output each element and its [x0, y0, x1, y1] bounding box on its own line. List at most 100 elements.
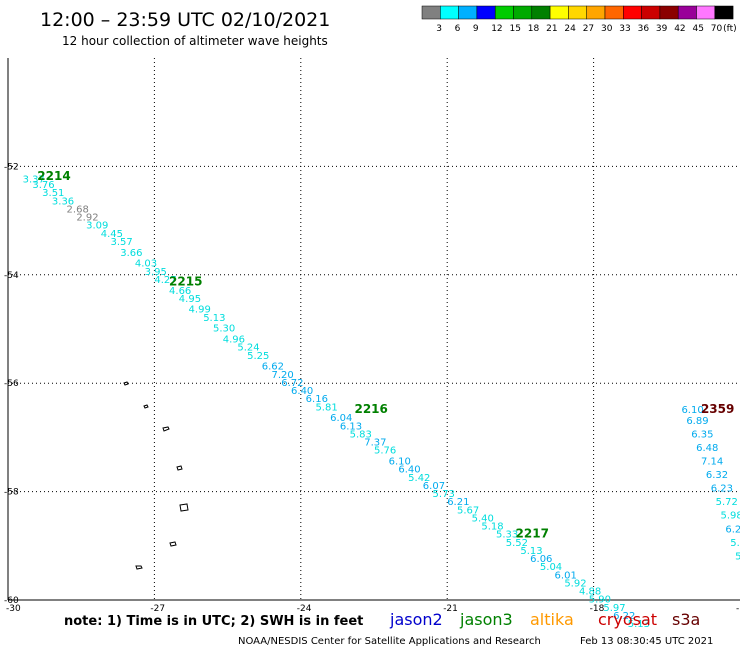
chart-title: 12:00 – 23:59 UTC 02/10/2021	[40, 9, 330, 31]
colorbar-label: 12	[491, 24, 502, 34]
colorbar-swatch	[568, 5, 587, 20]
colorbar-swatch	[458, 5, 478, 20]
satellite-jason3: jason3	[459, 610, 513, 629]
colorbar-swatch	[549, 5, 569, 20]
x-tick-label: -24	[297, 604, 312, 614]
swh-value: 4.95	[179, 294, 201, 305]
colorbar-label: 21	[546, 24, 557, 34]
swh-value: 5.90	[589, 595, 611, 606]
swh-value: 3.09	[86, 221, 108, 232]
plot-area	[7, 58, 740, 601]
footer-note: note: 1) Time is in UTC; 2) SWH is in fe…	[64, 614, 363, 629]
swh-value: 6.23	[725, 524, 740, 535]
colorbar-legend: 3 6 9 12 15 18 21 24 27 30 33 36 39 42 45 70 (ft)	[421, 5, 737, 34]
colorbar-swatch	[659, 5, 679, 20]
swh-value: 2.68	[67, 204, 89, 215]
y-tick-label: -60	[4, 596, 19, 606]
swh-value: 6.72	[281, 378, 303, 389]
swh-value: 4.99	[189, 305, 211, 316]
satellite-jason2: jason2	[389, 610, 443, 629]
colorbar-label: 42	[674, 24, 685, 34]
swh-value: 5.76	[374, 446, 396, 457]
pass-time-label: 2217	[516, 527, 549, 541]
colorbar-label: 24	[564, 24, 576, 34]
x-tick-label: -21	[443, 604, 458, 614]
colorbar-label: 3	[436, 24, 442, 34]
swh-value: 6.10	[389, 457, 411, 468]
header: 12:00 – 23:59 UTC 02/10/2021 12 hour col…	[40, 9, 330, 48]
swh-value: 6.04	[330, 413, 352, 424]
swh-value: 3.57	[110, 237, 132, 248]
swh-value: 6.10	[681, 405, 703, 416]
swh-value: 5.24	[237, 343, 259, 354]
colorbar-swatch	[586, 5, 606, 20]
swh-value: 6.23	[711, 484, 733, 495]
swh-value: 6.01	[555, 570, 577, 581]
swh-value: 6.21	[447, 497, 469, 508]
colorbar-swatch	[440, 5, 459, 20]
swh-value: 5.92	[564, 578, 586, 589]
swh-value: 6.35	[691, 429, 713, 440]
x-tick-label: -27	[150, 604, 165, 614]
colorbar-swatch	[476, 5, 496, 20]
satellite-cryosat: cryosat	[598, 610, 657, 629]
swh-value: 5.13	[520, 546, 542, 557]
swh-value: 6.89	[686, 416, 708, 427]
swh-value: 4.45	[101, 229, 123, 240]
colorbar-label: 33	[619, 24, 630, 34]
colorbar-label: 18	[528, 24, 540, 34]
swh-value: 5.67	[457, 505, 479, 516]
colorbar-label: 15	[510, 24, 521, 34]
swh-value: 5.13	[203, 313, 225, 324]
data-points: 3.373.763.513.362.682.923.094.453.573.66…	[23, 175, 740, 630]
colorbar-swatch	[604, 5, 624, 20]
swh-value: 5.42	[408, 473, 430, 484]
colorbar-swatch	[421, 5, 441, 20]
swh-value: 5.73	[433, 489, 455, 500]
swh-value: 5.81	[315, 402, 337, 413]
swh-value: 3.36	[52, 196, 74, 207]
swh-value: 3.95	[145, 267, 167, 278]
swh-value: 6.40	[398, 465, 420, 476]
swh-value: 6.06	[530, 554, 552, 565]
swh-value: 6.62	[262, 362, 284, 373]
swh-value: 5.83	[350, 429, 372, 440]
swh-value: 7.14	[701, 457, 723, 468]
swh-value: 5.18	[481, 522, 503, 533]
swh-value: 5.25	[247, 351, 269, 362]
swh-value: 5.97	[603, 603, 625, 614]
swh-value: 6.32	[706, 470, 728, 481]
swh-value: 5.72	[716, 497, 738, 508]
colorbar-swatch	[623, 5, 642, 20]
colorbar-label: 39	[656, 24, 668, 34]
colorbar-label: 70	[711, 24, 723, 34]
swh-value: 5.33	[496, 530, 518, 541]
swh-value: 5.30	[213, 324, 235, 335]
footer: note: 1) Time is in UTC; 2) SWH is in fe…	[64, 610, 713, 647]
swh-value: 4.96	[223, 335, 245, 346]
swh-value: 4.66	[169, 286, 191, 297]
colorbar-swatch	[677, 5, 697, 20]
island-outlines	[123, 381, 189, 570]
colorbar-label: 30	[601, 24, 613, 34]
colorbar-label: 45	[693, 24, 704, 34]
swh-value: 3.66	[120, 248, 142, 259]
swh-value: 5.98	[720, 511, 740, 522]
colorbar-swatch	[531, 5, 551, 20]
pass-labels: 2214 2215 2216 2217 2359	[37, 169, 734, 541]
x-tick-label: -15	[736, 604, 740, 614]
swh-value: 6.07	[423, 481, 445, 492]
swh-value: 6.16	[306, 394, 328, 405]
satellite-legend: jason2 jason3 altika cryosat s3a	[389, 610, 700, 629]
satellite-altika: altika	[530, 610, 574, 629]
swh-value: 5.	[735, 551, 740, 562]
pass-time-label: 2214	[37, 169, 70, 183]
y-tick-label: -54	[4, 271, 19, 281]
swh-value: 2.92	[76, 213, 98, 224]
axis-ticks: -30 -27 -24 -21 -18 -15 -52 -54 -56 -58 -60	[4, 162, 740, 614]
footer-timestamp: Feb 13 08:30:45 UTC 2021	[580, 636, 713, 647]
swh-value: 4.27	[154, 275, 176, 286]
colorbar-swatch	[494, 5, 514, 20]
swh-value: 5.04	[540, 562, 562, 573]
